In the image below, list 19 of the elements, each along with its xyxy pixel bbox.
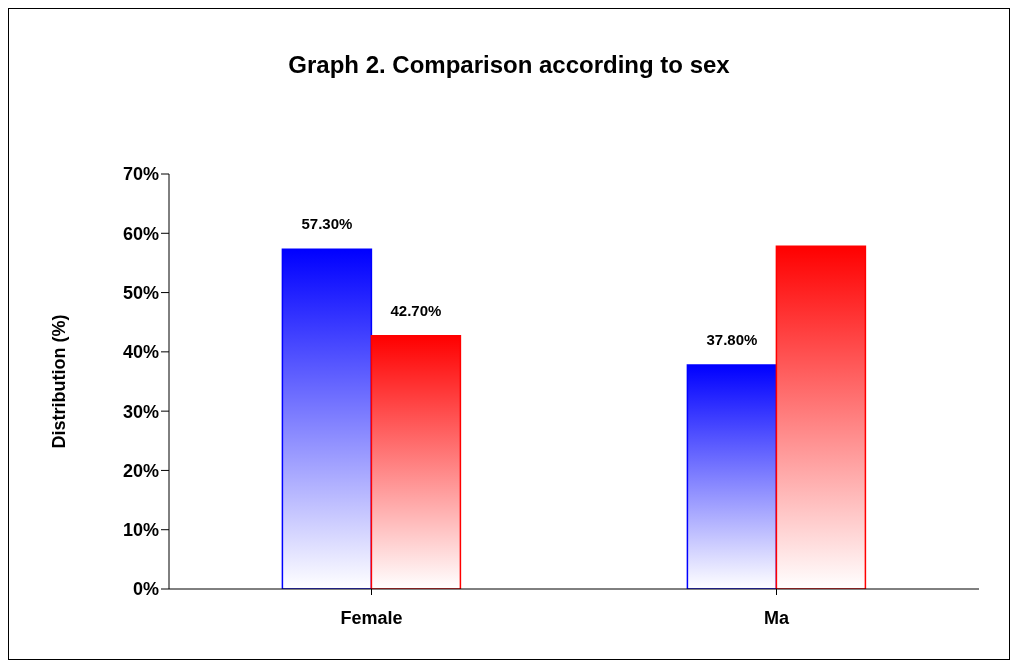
y-axis-title: Distribution (%): [49, 314, 70, 449]
y-tick-label: 70%: [122, 164, 159, 185]
chart-title: Graph 2. Comparison according to sex: [287, 51, 731, 79]
y-tick-label: 50%: [122, 282, 159, 303]
x-tick-label: Female: [340, 607, 403, 628]
y-tick-label: 20%: [122, 460, 159, 481]
data-label: 57.30%: [301, 215, 353, 233]
bar: [686, 364, 778, 589]
bar: [281, 248, 373, 589]
data-label: 42.70%: [390, 301, 442, 319]
data-label: 37.80%: [706, 330, 758, 348]
y-tick-label: 0%: [132, 579, 159, 600]
y-tick-label: 60%: [122, 223, 159, 244]
y-tick-label: 40%: [122, 342, 159, 363]
y-tick-label: 30%: [122, 401, 159, 422]
x-tick-label: Ma: [763, 607, 790, 628]
bar: [775, 245, 867, 589]
y-tick-label: 10%: [122, 520, 159, 541]
bar: [370, 335, 462, 589]
